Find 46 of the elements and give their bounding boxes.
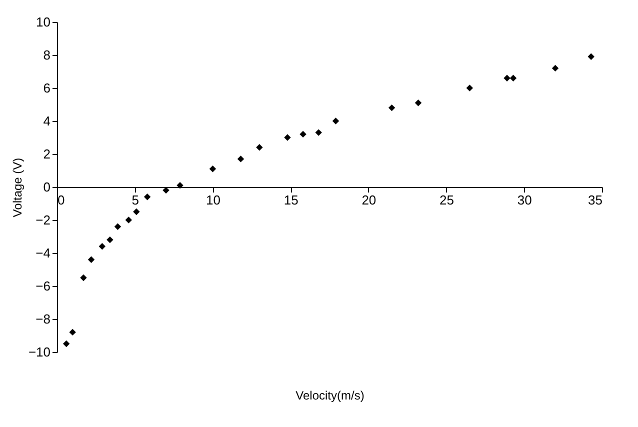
x-tick-label: 30 <box>517 192 532 208</box>
y-tick-label: 10 <box>36 14 50 30</box>
y-tick-label: 8 <box>43 48 50 62</box>
point <box>284 134 291 141</box>
y-tick-label: 4 <box>43 114 50 128</box>
point <box>176 182 184 189</box>
point <box>133 208 140 216</box>
point <box>69 328 76 336</box>
point <box>300 130 306 138</box>
point <box>588 53 594 60</box>
point <box>315 129 322 136</box>
point <box>88 256 95 263</box>
point <box>80 274 87 282</box>
point <box>144 194 151 200</box>
y-axis-title: Voltage (V) <box>10 158 24 218</box>
point <box>256 144 263 151</box>
y-tick-label: −10 <box>28 344 50 360</box>
point <box>114 223 122 230</box>
point <box>209 165 216 172</box>
x-tick-label: 10 <box>206 192 220 208</box>
point <box>237 156 244 162</box>
point <box>62 340 70 348</box>
x-tick-label: 20 <box>362 192 376 208</box>
y-tick-label: −8 <box>36 312 50 326</box>
x-tick-label: 25 <box>440 192 454 208</box>
point <box>332 118 340 124</box>
point <box>414 99 422 106</box>
y-tick-label: 6 <box>43 80 50 96</box>
x-tick-label: 5 <box>132 192 139 208</box>
x-axis-title: Velocity(m/s) <box>296 388 364 402</box>
x-tick-label: 0 <box>58 192 65 208</box>
x-tick-label: 35 <box>588 192 602 208</box>
y-tick-label: −6 <box>36 278 50 294</box>
point <box>552 64 559 72</box>
point <box>125 216 132 224</box>
x-tick-label: 15 <box>284 192 298 208</box>
y-tick-label: −2 <box>36 212 50 228</box>
point <box>106 236 114 244</box>
y-tick-label: 0 <box>43 180 50 194</box>
y-tick-label: 2 <box>43 146 50 162</box>
point <box>466 84 473 92</box>
y-tick-label: −4 <box>36 246 50 260</box>
point <box>510 74 517 82</box>
point <box>504 74 510 82</box>
point <box>98 243 106 250</box>
point <box>388 104 396 112</box>
